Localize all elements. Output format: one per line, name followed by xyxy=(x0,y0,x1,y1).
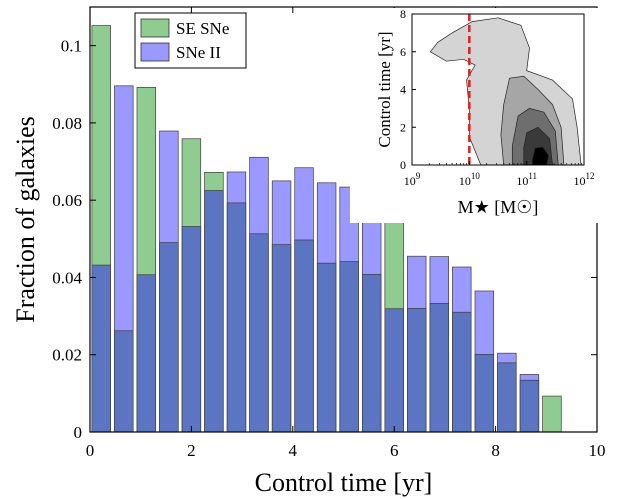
inset-y-tick-label: 8 xyxy=(400,7,406,21)
bar-overlap xyxy=(452,311,472,433)
inset-x-tick-label: 1012 xyxy=(574,171,595,188)
y-tick-label: 0.02 xyxy=(52,346,82,365)
inset-y-tick-label: 6 xyxy=(400,45,406,59)
bar-overlap xyxy=(271,244,292,433)
y-tick-label: 0.1 xyxy=(61,37,82,56)
legend: SE SNe SNe II xyxy=(134,12,247,69)
bar-overlap xyxy=(429,302,449,433)
legend-swatch-sne-ii xyxy=(140,42,170,62)
y-tick-label: 0.06 xyxy=(52,191,82,210)
inset-y-axis-label: Control time [yr] xyxy=(375,31,394,147)
x-tick-label: 8 xyxy=(491,441,500,460)
x-tick-label: 6 xyxy=(390,441,399,460)
x-tick-label: 0 xyxy=(86,441,95,460)
bar-overlap xyxy=(497,362,517,433)
bar-overlap xyxy=(249,233,269,433)
main-y-axis-label: Fraction of galaxies xyxy=(11,116,40,323)
bar-overlap xyxy=(384,308,404,433)
bar-overlap xyxy=(294,239,314,433)
bar-overlap xyxy=(136,274,157,433)
legend-label-sne-ii: SNe II xyxy=(176,43,221,62)
x-tick-label: 4 xyxy=(289,441,298,460)
inset-contours xyxy=(429,17,582,166)
bar-overlap xyxy=(181,226,202,433)
x-tick-label: 10 xyxy=(589,441,606,460)
inset-x-tick-label: 1010 xyxy=(459,171,481,188)
inset-y-tick-label: 0 xyxy=(400,158,406,172)
inset-x-tick-label: 1011 xyxy=(516,171,537,188)
bar-overlap xyxy=(159,242,179,433)
bar-overlap xyxy=(361,274,382,433)
inset-x-tick-label: 109 xyxy=(404,171,421,188)
bar-upper xyxy=(542,395,562,433)
bar-overlap xyxy=(316,262,337,433)
bar-overlap xyxy=(519,379,540,433)
bar-overlap xyxy=(91,264,111,433)
y-tick-label: 0 xyxy=(74,423,83,442)
legend-label-se-sne: SE SNe xyxy=(176,19,229,38)
inset-x-axis-label: M★ [M☉] xyxy=(458,197,539,217)
bar-overlap xyxy=(226,202,247,433)
bar-overlap xyxy=(204,190,224,433)
y-tick-label: 0.08 xyxy=(52,114,82,133)
bar-overlap xyxy=(474,353,495,433)
y-tick-label: 0.04 xyxy=(52,268,82,287)
x-tick-label: 2 xyxy=(187,441,196,460)
bar-overlap xyxy=(114,330,134,433)
inset-y-tick-label: 2 xyxy=(400,120,406,134)
bar-overlap xyxy=(407,308,427,433)
inset-axis-ticks: 0 2 4 6 8 109 1010 1011 1012 xyxy=(400,7,595,188)
inset-y-tick-label: 4 xyxy=(400,83,406,97)
legend-swatch-se-sne xyxy=(140,18,170,38)
main-bars xyxy=(91,25,562,433)
inset-contour-plot: 0 2 4 6 8 109 1010 1011 1012 Control time [yr] M… xyxy=(350,7,602,223)
bar-overlap xyxy=(339,261,359,433)
main-x-axis-label: Control time [yr] xyxy=(255,468,433,497)
